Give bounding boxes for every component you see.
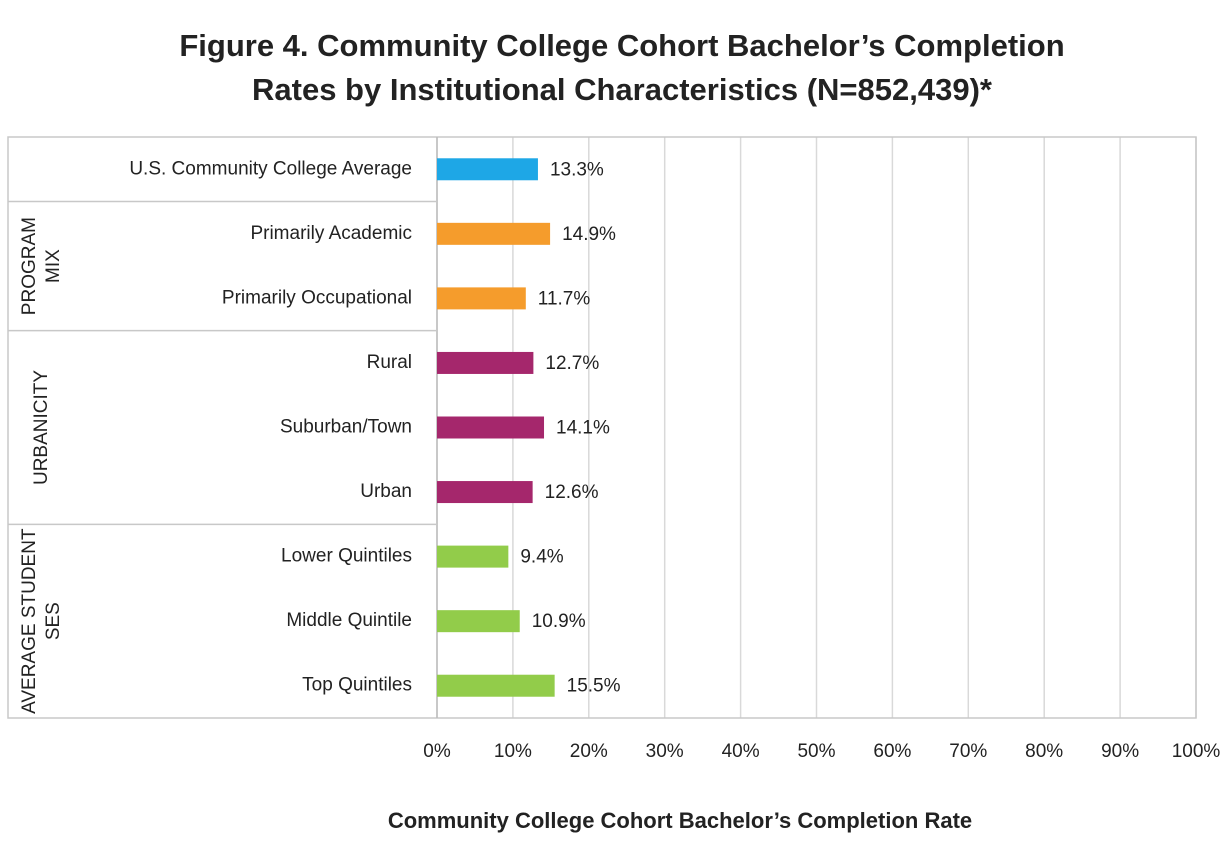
y-tick-label: Middle Quintile <box>286 610 412 631</box>
bar <box>437 545 509 568</box>
bar <box>437 222 551 245</box>
data-label: 14.1% <box>556 418 610 439</box>
bar <box>437 351 534 374</box>
bar <box>437 416 545 439</box>
group-label: SES <box>43 602 64 640</box>
x-axis-label: Community College Cohort Bachelor’s Comp… <box>388 808 972 833</box>
bar <box>437 610 520 633</box>
frame <box>7 136 1197 719</box>
chart-title: Figure 4. Community College Cohort Bache… <box>179 28 1064 63</box>
group-label: PROGRAM <box>19 217 40 315</box>
x-tick-label: 40% <box>722 741 760 762</box>
y-tick-label: Suburban/Town <box>280 417 412 438</box>
data-label: 11.7% <box>538 288 591 309</box>
x-tick-label: 100% <box>1172 741 1221 762</box>
y-tick-label: U.S. Community College Average <box>129 158 412 179</box>
y-tick-label: Urban <box>360 481 412 502</box>
x-tick-label: 80% <box>1025 741 1063 762</box>
bar <box>437 481 533 504</box>
bar <box>437 674 555 697</box>
x-tick-label: 20% <box>570 741 608 762</box>
bar <box>437 158 538 181</box>
data-label: 15.5% <box>567 676 621 697</box>
data-label: 12.7% <box>545 353 599 374</box>
x-tick-label: 70% <box>949 741 987 762</box>
y-tick-label: Rural <box>367 352 412 373</box>
x-tick-label: 90% <box>1101 741 1139 762</box>
data-label: 13.3% <box>550 159 604 180</box>
y-tick-label: Lower Quintiles <box>281 546 412 567</box>
data-label: 14.9% <box>562 224 616 245</box>
chart-title: Rates by Institutional Characteristics (… <box>252 72 993 107</box>
data-label: 12.6% <box>545 482 599 503</box>
y-tick-label: Top Quintiles <box>302 675 412 696</box>
x-tick-label: 0% <box>423 741 451 762</box>
x-tick-label: 10% <box>494 741 532 762</box>
x-tick-label: 60% <box>873 741 911 762</box>
group-label: MIX <box>43 249 64 283</box>
bar <box>437 287 526 310</box>
group-label: AVERAGE STUDENT <box>19 528 40 714</box>
data-label: 10.9% <box>532 611 586 632</box>
y-tick-label: Primarily Occupational <box>222 287 412 308</box>
x-tick-label: 30% <box>646 741 684 762</box>
data-label: 9.4% <box>520 547 563 568</box>
x-tick-label: 50% <box>797 741 835 762</box>
y-tick-label: Primarily Academic <box>250 223 412 244</box>
group-label: URBANICITY <box>31 370 52 485</box>
